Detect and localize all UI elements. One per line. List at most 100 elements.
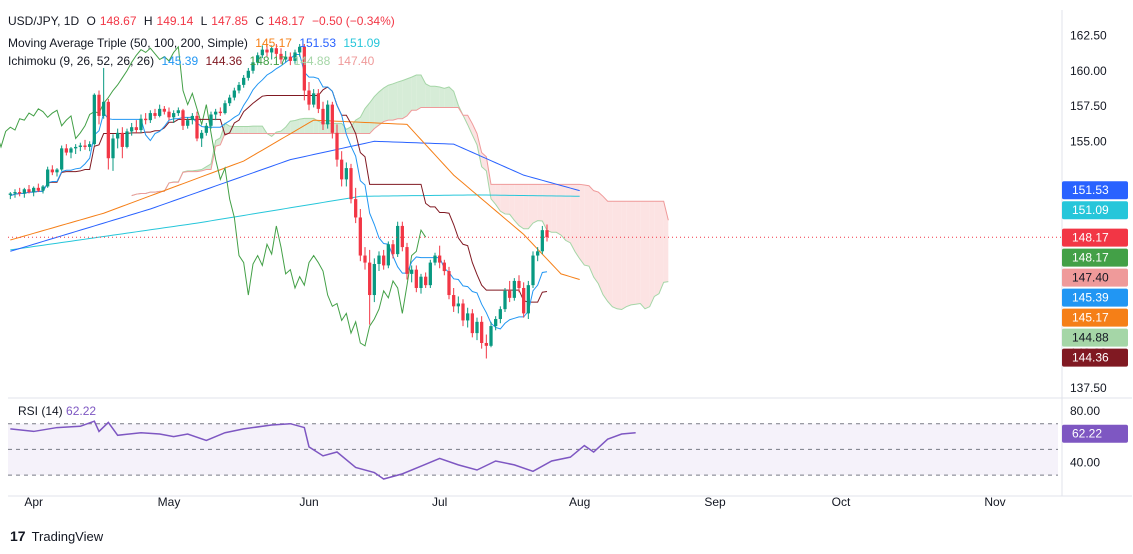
candle-body [288,56,292,61]
time-axis-label: Oct [832,495,851,509]
candle-body [410,269,414,274]
ichimoku-cloud-segment [631,201,636,305]
candle-body [270,48,274,53]
ichimoku-cloud-segment [407,77,412,116]
price-tick-label: 157.50 [1070,99,1107,113]
candle-body [442,262,446,272]
candle-body [414,269,418,288]
ichimoku-cloud-segment [393,82,398,121]
candle-body [391,244,395,255]
candle-body [181,110,185,126]
ichimoku-cloud-segment [556,184,561,236]
candle-body [274,48,278,54]
ma200-value: 151.09 [343,36,381,50]
ichimoku-cloud-segment [565,184,571,243]
ichimoku-cloud-segment [220,123,225,145]
candle-body [83,145,87,147]
candle-body [335,132,339,160]
candle-body [18,192,22,194]
ma50-value: 145.17 [255,36,292,50]
candle-body [307,90,311,105]
candle-body [340,159,344,180]
price-value-tag-label: 144.88 [1072,331,1109,345]
candle-body [13,192,17,194]
high-label: H [143,14,153,28]
rsi-value-tag [1062,424,1128,443]
time-axis-label: Jul [432,495,447,509]
price-tick-label: 160.00 [1070,64,1107,78]
ichimoku-cloud-segment [397,80,403,119]
ichimoku-cloud-segment [542,184,547,231]
price-value-tag-label: 148.17 [1072,251,1109,265]
candle-body [125,131,129,147]
candle-body [494,319,498,327]
candle-body [349,168,353,200]
candle-body [218,111,222,114]
candle-body [120,132,124,147]
time-axis-label: Jun [299,495,318,509]
ichimoku-cloud-segment [635,201,641,305]
ichimoku-cloud-segment [444,86,449,108]
price-tick-label: 155.00 [1070,134,1107,148]
candle-body [22,189,26,194]
ichimoku-cloud-segment [514,184,519,226]
candle-body [354,199,358,218]
price-value-tag-label: 144.36 [1072,351,1109,365]
candle-body [106,101,110,159]
senkou-span-b-line [131,106,669,221]
change-value: −0.50 (−0.34%) [312,14,395,28]
price-tick-label: 162.50 [1070,29,1107,43]
candle-body [242,77,246,85]
ichimoku-cloud-segment [360,108,365,134]
ichimoku-cloud-segment [584,185,589,267]
chikou-value: 148.17 [249,54,287,68]
ichimoku-cloud-segment [299,118,305,134]
ichimoku-legend[interactable]: Ichimoku (9, 26, 52, 26, 26) 145.39 144.… [8,54,378,68]
candle-body [148,113,152,121]
time-axis-label: Sep [704,495,726,509]
ichimoku-cloud-segment [505,184,510,215]
candle-body [498,309,502,320]
candle-body [536,251,540,256]
ichimoku-cloud-segment [477,133,482,167]
candle-body [246,70,250,78]
ichimoku-cloud-segment [659,201,664,294]
ichimoku-cloud-segment [253,126,258,134]
rsi-band [8,423,1058,476]
candle-body [424,276,428,286]
tradingview-logo[interactable]: 17 TradingView [10,528,103,544]
candle-body [330,104,334,133]
candle-body [284,56,288,60]
candle-body [377,255,381,265]
ichimoku-cloud-segment [243,126,249,134]
price-value-tag-label: 151.53 [1072,183,1109,197]
candle-body [256,55,260,63]
ma200-line [10,194,580,251]
candle-body [302,46,306,91]
open-label: O [86,14,96,28]
ichimoku-cloud-segment [570,184,575,252]
ma50-line [10,119,580,281]
candle-body [344,168,348,180]
candle-body [8,193,12,195]
ichimoku-cloud-segment [579,184,585,266]
rsi-legend[interactable]: RSI (14) 62.22 [18,404,96,418]
ichimoku-cloud-segment [486,156,491,199]
ichimoku-cloud-segment [533,184,538,224]
ma-legend[interactable]: Moving Average Triple (50, 100, 200, Sim… [8,36,384,50]
candle-body [503,290,507,310]
candle-body [433,255,437,263]
rsi-line [10,420,636,480]
ichimoku-cloud-segment [369,96,375,134]
candle-body [396,225,400,255]
senkou-span-a-line [131,74,669,311]
candle-body [172,113,176,118]
candle-body [540,230,544,252]
ichimoku-cloud-segment [603,196,608,302]
tenkan-sen-line [10,54,548,330]
kijun-value: 144.36 [205,54,243,68]
symbol-label[interactable]: USD/JPY, 1D [8,14,80,28]
candle-body [88,144,92,147]
ichimoku-cloud-segment [472,123,477,145]
